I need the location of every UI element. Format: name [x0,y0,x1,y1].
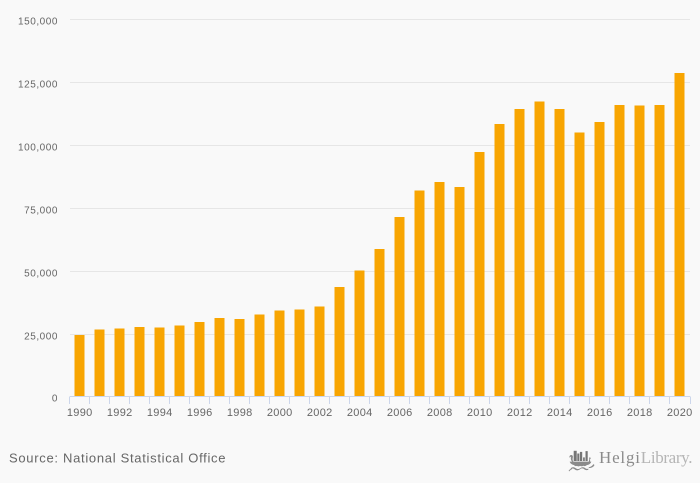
svg-text:1998: 1998 [227,407,253,419]
svg-text:150,000: 150,000 [18,16,58,27]
svg-text:Source: National Statistical O: Source: National Statistical Office [9,451,226,466]
svg-text:2002: 2002 [307,407,333,419]
svg-text:2004: 2004 [347,407,373,419]
svg-text:2020: 2020 [667,407,693,419]
svg-text:2016: 2016 [587,407,613,419]
svg-text:2010: 2010 [467,407,493,419]
svg-text:HelgiLibrary.: HelgiLibrary. [599,448,692,467]
svg-text:2018: 2018 [627,407,653,419]
svg-text:2006: 2006 [387,407,413,419]
svg-text:1990: 1990 [67,407,93,419]
svg-text:0: 0 [52,394,58,405]
svg-text:100,000: 100,000 [18,142,58,153]
svg-text:2008: 2008 [427,407,453,419]
svg-text:25,000: 25,000 [24,331,58,342]
svg-text:2014: 2014 [547,407,573,419]
svg-text:125,000: 125,000 [18,79,58,90]
svg-text:50,000: 50,000 [24,268,58,279]
svg-text:2000: 2000 [267,407,293,419]
svg-text:1994: 1994 [147,407,173,419]
svg-text:2012: 2012 [507,407,533,419]
svg-text:75,000: 75,000 [24,205,58,216]
svg-text:1996: 1996 [187,407,213,419]
svg-text:1992: 1992 [107,407,133,419]
